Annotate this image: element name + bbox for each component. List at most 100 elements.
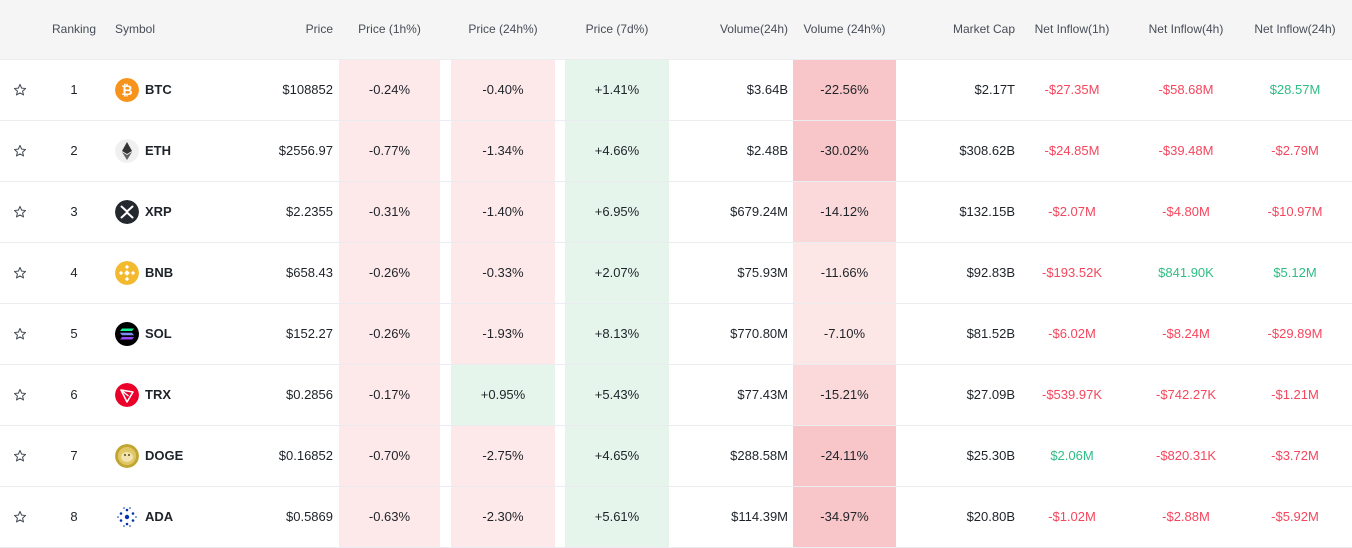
table-row[interactable]: 8 ADA $0.5869 -0.63% -2.30% +5.61% $114.… (0, 487, 1352, 548)
symbol-cell[interactable]: BTC (145, 82, 172, 97)
header-price-7d[interactable]: Price (7d%) (585, 22, 649, 36)
price-cell: $0.16852 (278, 448, 333, 463)
table-row[interactable]: 4 BNB $658.43 -0.26% -0.33% +2.07% $75.9… (0, 243, 1352, 304)
market-cap-cell: $25.30B (966, 448, 1015, 463)
ethereum-icon (115, 139, 139, 163)
volume-cell: $75.93M (737, 265, 788, 280)
inflow-24h-cell: $28.57M (1269, 82, 1321, 97)
price-24h-cell: -0.40% (482, 82, 524, 97)
table-row[interactable]: 3 XRP $2.2355 -0.31% -1.40% +6.95% $679.… (0, 182, 1352, 243)
market-cap-cell: $81.52B (966, 326, 1015, 341)
price-1h-cell: -0.31% (368, 204, 411, 219)
header-ranking[interactable]: Ranking (52, 22, 97, 36)
price-7d-bg (565, 487, 669, 547)
inflow-24h-cell: -$3.72M (1271, 448, 1319, 463)
star-icon[interactable] (13, 83, 27, 97)
inflow-4h-cell: $841.90K (1158, 265, 1214, 280)
price-cell: $108852 (282, 82, 333, 97)
volume-cell: $288.58M (730, 448, 788, 463)
inflow-1h-cell: -$539.97K (1042, 387, 1102, 402)
price-7d-bg (565, 365, 669, 425)
header-price[interactable]: Price (305, 22, 333, 36)
price-7d-bg (565, 243, 669, 303)
symbol-cell[interactable]: SOL (145, 326, 172, 341)
inflow-24h-cell: -$29.89M (1267, 326, 1323, 341)
volume-pct-cell: -7.10% (823, 326, 866, 341)
table-row[interactable]: 6 TRX $0.2856 -0.17% +0.95% +5.43% $77.4… (0, 365, 1352, 426)
price-7d-bg (565, 426, 669, 486)
volume-pct-bg (793, 182, 896, 242)
header-price-1h[interactable]: Price (1h%) (358, 22, 421, 36)
header-price-24h[interactable]: Price (24h%) (468, 22, 538, 36)
price-1h-cell: -0.77% (368, 143, 411, 158)
header-inflow-24h[interactable]: Net Inflow(24h) (1254, 22, 1336, 36)
symbol-cell[interactable]: DOGE (145, 448, 184, 463)
symbol-cell[interactable]: XRP (145, 204, 172, 219)
header-inflow-4h[interactable]: Net Inflow(4h) (1148, 22, 1224, 36)
volume-cell: $679.24M (730, 204, 788, 219)
price-cell: $152.27 (286, 326, 333, 341)
price-1h-cell: -0.24% (368, 82, 411, 97)
price-1h-cell: -0.70% (368, 448, 411, 463)
header-inflow-1h[interactable]: Net Inflow(1h) (1034, 22, 1110, 36)
inflow-4h-cell: -$39.48M (1158, 143, 1214, 158)
inflow-4h-cell: -$742.27K (1156, 387, 1216, 402)
rank-cell: 7 (70, 448, 78, 463)
price-1h-bg (339, 121, 440, 181)
table-row[interactable]: 2 ETH $2556.97 -0.77% -1.34% +4.66% $2.4… (0, 121, 1352, 182)
symbol-cell[interactable]: BNB (145, 265, 174, 280)
price-1h-cell: -0.26% (368, 265, 411, 280)
star-icon[interactable] (13, 266, 27, 280)
price-7d-cell: +5.43% (594, 387, 640, 402)
inflow-1h-cell: -$24.85M (1044, 143, 1100, 158)
price-7d-cell: +2.07% (594, 265, 640, 280)
symbol-cell[interactable]: ADA (145, 509, 174, 524)
rank-cell: 6 (70, 387, 78, 402)
header-volume-24h-pct[interactable]: Volume (24h%) (803, 22, 886, 36)
price-24h-cell: -2.30% (482, 509, 524, 524)
symbol-cell[interactable]: TRX (145, 387, 171, 402)
price-1h-cell: -0.63% (368, 509, 411, 524)
volume-cell: $114.39M (731, 509, 788, 524)
star-icon[interactable] (13, 205, 27, 219)
star-icon[interactable] (13, 388, 27, 402)
star-icon[interactable] (13, 449, 27, 463)
inflow-1h-cell: -$193.52K (1042, 265, 1102, 280)
volume-pct-cell: -34.97% (820, 509, 869, 524)
rank-cell: 2 (70, 143, 78, 158)
inflow-4h-cell: -$2.88M (1162, 509, 1210, 524)
header-volume-24h[interactable]: Volume(24h) (719, 22, 788, 36)
price-1h-bg (339, 426, 440, 486)
price-24h-bg (451, 426, 555, 486)
price-7d-cell: +5.61% (594, 509, 640, 524)
bnb-icon (115, 261, 139, 285)
market-cap-cell: $20.80B (966, 509, 1015, 524)
inflow-1h-cell: -$6.02M (1048, 326, 1096, 341)
price-24h-cell: +0.95% (480, 387, 526, 402)
header-market-cap[interactable]: Market Cap (952, 22, 1015, 36)
price-7d-bg (565, 182, 669, 242)
table-row[interactable]: 1 ₿ BTC $108852 -0.24% -0.40% +1.41% $3.… (0, 60, 1352, 121)
inflow-4h-cell: -$820.31K (1156, 448, 1216, 463)
volume-cell: $77.43M (737, 387, 788, 402)
volume-pct-cell: -30.02% (820, 143, 869, 158)
volume-cell: $2.48B (746, 143, 788, 158)
price-7d-cell: +1.41% (594, 82, 640, 97)
star-icon[interactable] (13, 327, 27, 341)
inflow-24h-cell: -$10.97M (1267, 204, 1323, 219)
volume-pct-bg (793, 243, 896, 303)
table-row[interactable]: 7 DOGE $0.16852 -0.70% -2.75% +4.65% $28… (0, 426, 1352, 487)
star-icon[interactable] (13, 510, 27, 524)
header-symbol[interactable]: Symbol (115, 22, 156, 36)
inflow-1h-cell: -$1.02M (1048, 509, 1096, 524)
table-row[interactable]: 5 SOL $152.27 -0.26% -1.93% +8.13% $770.… (0, 304, 1352, 365)
star-icon[interactable] (13, 144, 27, 158)
rank-cell: 8 (70, 509, 78, 524)
tron-icon (115, 383, 139, 407)
inflow-24h-cell: $5.12M (1273, 265, 1317, 280)
price-cell: $658.43 (286, 265, 333, 280)
svg-text:₿: ₿ (121, 83, 132, 99)
price-24h-bg (451, 487, 555, 547)
symbol-cell[interactable]: ETH (145, 143, 171, 158)
